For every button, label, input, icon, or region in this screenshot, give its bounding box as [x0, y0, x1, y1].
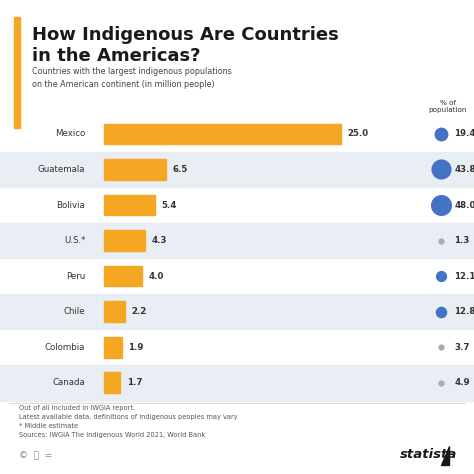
Text: 4.0: 4.0: [148, 272, 164, 281]
Text: U.S.*: U.S.*: [64, 236, 85, 245]
Text: statista: statista: [400, 448, 457, 461]
Text: 1.3: 1.3: [454, 236, 469, 245]
Text: Chile: Chile: [64, 307, 85, 316]
Bar: [104, 195, 155, 215]
Bar: [104, 124, 341, 144]
Text: Out of all included in IWGIA report.
Latest available data, definitions of indig: Out of all included in IWGIA report. Lat…: [19, 405, 237, 438]
Text: 1.9: 1.9: [128, 343, 144, 352]
Text: Guatemala: Guatemala: [38, 165, 85, 174]
Point: [437, 308, 445, 316]
Text: Canada: Canada: [53, 378, 85, 387]
Text: % of
population: % of population: [429, 100, 467, 113]
Text: 3.7: 3.7: [454, 343, 470, 352]
Point: [437, 379, 445, 387]
Text: Bolivia: Bolivia: [56, 201, 85, 210]
Text: 4.3: 4.3: [151, 236, 167, 245]
Text: Peru: Peru: [66, 272, 85, 281]
Point: [437, 237, 445, 245]
Bar: [0, 294, 474, 329]
Bar: [104, 266, 142, 286]
Text: How Indigenous Are Countries: How Indigenous Are Countries: [32, 26, 339, 44]
Text: 6.5: 6.5: [172, 165, 187, 174]
Bar: [0, 152, 474, 187]
Text: 5.4: 5.4: [162, 201, 177, 210]
Bar: [104, 301, 125, 322]
Text: 12.8: 12.8: [454, 307, 474, 316]
Text: 48.0: 48.0: [454, 201, 474, 210]
Point: [437, 272, 445, 280]
Text: Mexico: Mexico: [55, 129, 85, 138]
Text: Colombia: Colombia: [45, 343, 85, 352]
Text: in the Americas?: in the Americas?: [32, 47, 201, 65]
Bar: [104, 337, 122, 357]
Point: [437, 130, 445, 137]
Point: [437, 343, 445, 351]
Text: 19.4: 19.4: [454, 129, 474, 138]
Text: 43.8: 43.8: [454, 165, 474, 174]
Bar: [104, 373, 120, 393]
Bar: [0, 365, 474, 401]
Text: 12.1: 12.1: [454, 272, 474, 281]
Bar: [14, 17, 20, 128]
Bar: [0, 223, 474, 258]
Text: 2.2: 2.2: [131, 307, 146, 316]
Polygon shape: [441, 446, 449, 465]
Point: [437, 201, 445, 209]
Bar: [104, 230, 145, 251]
Bar: [104, 159, 166, 180]
Text: Countries with the largest indigenous populations
on the American continent (in : Countries with the largest indigenous po…: [32, 67, 232, 89]
Text: 25.0: 25.0: [347, 129, 369, 138]
Text: 4.9: 4.9: [454, 378, 470, 387]
Text: ©  ⓘ  =: © ⓘ =: [19, 452, 52, 461]
Text: 1.7: 1.7: [127, 378, 142, 387]
Point: [437, 166, 445, 173]
